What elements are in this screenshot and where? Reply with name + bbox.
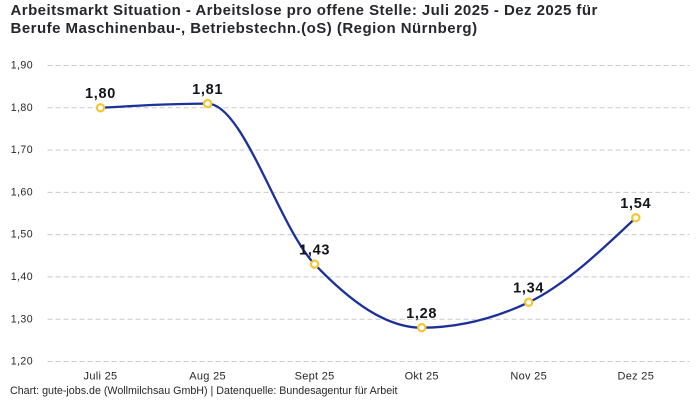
svg-text:1,30: 1,30 — [11, 313, 33, 325]
svg-text:1,81: 1,81 — [192, 82, 223, 98]
svg-text:1,28: 1,28 — [406, 306, 437, 322]
svg-text:Aug 25: Aug 25 — [189, 371, 226, 383]
svg-text:1,43: 1,43 — [299, 243, 330, 259]
svg-text:1,40: 1,40 — [11, 271, 33, 283]
svg-text:1,80: 1,80 — [11, 102, 33, 114]
svg-text:1,34: 1,34 — [513, 281, 544, 297]
svg-text:1,50: 1,50 — [11, 229, 33, 241]
svg-text:1,60: 1,60 — [11, 187, 33, 199]
svg-text:Sept 25: Sept 25 — [295, 371, 335, 383]
svg-text:Chart: gute-jobs.de (Wollmilch: Chart: gute-jobs.de (Wollmilchsau GmbH) … — [10, 385, 398, 397]
svg-text:1,54: 1,54 — [620, 196, 651, 212]
svg-text:Okt 25: Okt 25 — [405, 371, 439, 383]
svg-text:Juli 25: Juli 25 — [84, 371, 118, 383]
svg-text:Dez 25: Dez 25 — [617, 371, 654, 383]
svg-text:1,80: 1,80 — [85, 86, 116, 102]
svg-text:1,90: 1,90 — [11, 60, 33, 72]
svg-text:Nov 25: Nov 25 — [510, 371, 547, 383]
svg-text:1,70: 1,70 — [11, 144, 33, 156]
svg-text:Berufe Maschinenbau-, Betriebs: Berufe Maschinenbau-, Betriebstechn.(oS)… — [11, 20, 478, 37]
svg-text:1,20: 1,20 — [11, 356, 33, 368]
svg-text:Arbeitsmarkt Situation - Arbei: Arbeitsmarkt Situation - Arbeitslose pro… — [11, 2, 598, 19]
